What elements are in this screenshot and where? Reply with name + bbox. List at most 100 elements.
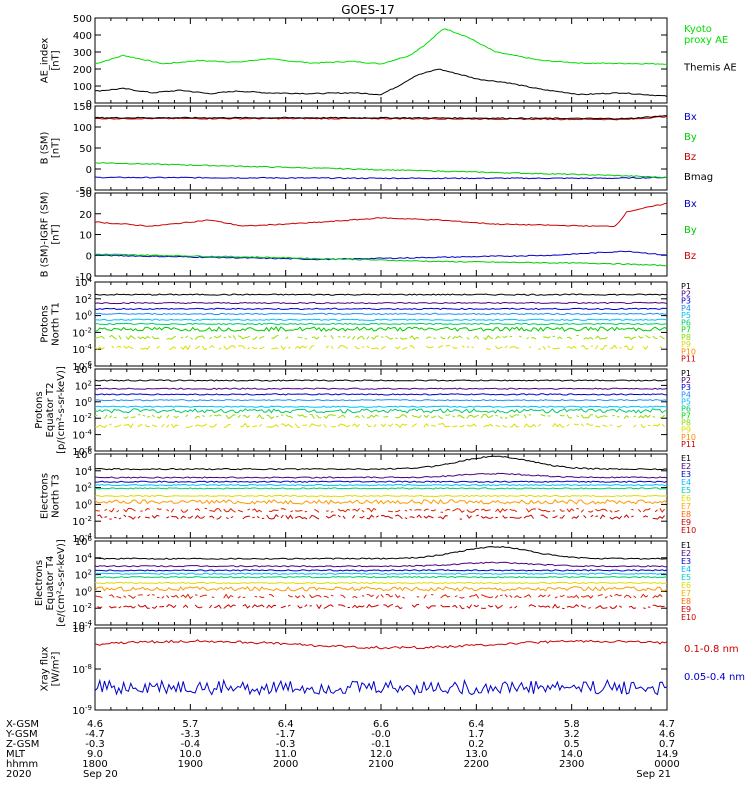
prot_north-ytick-label: 10-6: [72, 360, 92, 373]
elec_north-channel-line: [95, 508, 667, 512]
ae-ytick-label: 100: [73, 82, 92, 93]
bigrf-series-by: [94, 253, 668, 267]
time-axis-table: X-GSMY-GSMZ-GSMMLThhmm20204.6-4.7-0.39.0…: [5, 719, 680, 780]
xray-ytick-label: 10-8: [72, 663, 92, 676]
ae-ytick-label: 200: [73, 65, 92, 76]
ae-legend-0: Kyoto: [684, 24, 712, 35]
bsm-ytick-label: 100: [73, 123, 92, 134]
ae-series-kyoto-proxy-ae: [94, 28, 668, 65]
elec_eq-channel-line: [95, 569, 668, 572]
elec_north-channel-line: [94, 494, 668, 498]
bsm-legend-2: Bz: [684, 152, 696, 163]
prot_eq-ylabel: Protons: [34, 391, 45, 428]
prot_eq-legend-p9: P9: [681, 426, 691, 435]
prot_north-channel-line: [94, 301, 668, 305]
prot_eq-channel-line: [94, 379, 668, 382]
axis-cell: -0.1: [371, 739, 391, 750]
prot_north-legend-p2: P2: [681, 289, 691, 298]
axis-cell: 11.0: [275, 749, 297, 760]
prot_north-ytick-label: 10-4: [72, 343, 92, 356]
prot_north-channel-line: [95, 345, 667, 349]
prot_eq-ytick-label: 100: [75, 396, 92, 409]
bsm-legend-0: Bx: [684, 112, 697, 123]
axis-cell: 14.9: [656, 749, 678, 760]
elec_north-legend-e1: E1: [681, 454, 691, 463]
axis-cell: 6.4: [278, 719, 294, 730]
elec_north-legend-e5: E5: [681, 486, 691, 495]
axis-cell: 2100: [368, 759, 393, 770]
prot_eq-ytick-label: 10-4: [72, 429, 92, 442]
bigrf-ytick-label: -10: [76, 272, 92, 283]
axis-cell: 14.0: [561, 749, 583, 760]
elec_eq-legend-e1: E1: [681, 541, 691, 550]
prot_eq-ylabel: [p/(cm²-s-sr-keV)]: [56, 366, 67, 454]
ae-ytick-label: 300: [73, 48, 92, 59]
elec_eq-ytick-label: 100: [75, 585, 92, 598]
xray-ylabel: Xray flux: [40, 647, 51, 692]
elec_eq-legend-e9: E9: [681, 605, 691, 614]
elec_north-channel-line: [97, 515, 667, 519]
bsm-series-bmag: [94, 115, 668, 120]
bsm-legend-3: Bmag: [684, 172, 713, 183]
elec_north-legend-e4: E4: [681, 478, 691, 487]
bigrf-series-bx: [94, 250, 668, 261]
prot_north-channel-line: [94, 307, 668, 311]
elec_north-ytick-label: 102: [75, 482, 92, 495]
elec_eq-ytick-label: 102: [75, 569, 92, 582]
elec_north-ytick-label: 106: [75, 448, 93, 461]
prot_eq-channel-line: [94, 387, 668, 390]
axis-cell: 0.2: [468, 739, 484, 750]
axis-cell: 4.6: [87, 719, 103, 730]
plot-title: GOES-17: [341, 3, 395, 17]
prot_north-legend-p10: P10: [681, 347, 696, 356]
prot_eq-legend-p11: P11: [681, 440, 696, 449]
elec_north-legend-e9: E9: [681, 518, 691, 527]
prot_eq-legend-p5: P5: [681, 397, 691, 406]
bsm-ylabel: B (SM): [40, 131, 51, 164]
bsm-legend-1: By: [684, 132, 697, 143]
elec_north-legend-e2: E2: [681, 462, 691, 471]
prot_north-legend-p7: P7: [681, 326, 691, 335]
bigrf-legend-1: By: [684, 225, 697, 236]
prot_north-channel-line: [94, 326, 668, 333]
prot_eq-legend-p7: P7: [681, 412, 691, 421]
elec_eq-channel-line: [94, 561, 668, 568]
bigrf-series-bz: [94, 202, 668, 228]
elec_eq-channel-line: [94, 545, 668, 560]
prot_eq-legend-p10: P10: [681, 433, 696, 442]
elec_north-legend-e8: E8: [681, 510, 691, 519]
elec_eq-legend-e2: E2: [681, 549, 691, 558]
axis-row-label: Z-GSM: [6, 739, 39, 750]
axis-cell: -0.3: [85, 739, 105, 750]
elec_north-legend-e7: E7: [681, 502, 691, 511]
prot_north-channel-line: [94, 322, 668, 326]
axis-cell: 3.2: [564, 729, 580, 740]
elec_eq-legend-e4: E4: [681, 565, 691, 574]
bigrf-ylabel: [nT]: [51, 224, 62, 244]
axis-cell: 2200: [464, 759, 489, 770]
axis-cell: -0.4: [181, 739, 201, 750]
elec_north-channel-line: [95, 480, 668, 483]
elec_north-channel-line: [94, 483, 668, 487]
axis-cell: 2300: [559, 759, 584, 770]
elec_eq-legend-e6: E6: [681, 581, 691, 590]
elec_north-legend-e6: E6: [681, 494, 691, 503]
prot_north-ylabel: North T1: [51, 302, 62, 346]
elec_eq-channel-line: [94, 581, 668, 585]
axis-cell: 9.0: [87, 749, 103, 760]
elec_north-ylabel: North T3: [51, 474, 62, 518]
prot_eq-ytick-label: 10-6: [72, 445, 92, 458]
axis-row-label: 2020: [6, 769, 31, 780]
prot_north-channel-line: [94, 312, 668, 316]
prot_eq-legend-p3: P3: [681, 383, 691, 392]
xray-ytick-label: 10-7: [72, 622, 92, 635]
prot_north-ytick-label: 100: [75, 310, 92, 323]
prot_eq-legend-p8: P8: [681, 419, 691, 428]
bigrf-ytick-label: 0: [86, 251, 92, 262]
prot_eq-legend-p1: P1: [681, 369, 691, 378]
prot_eq-channel-line: [94, 408, 668, 414]
axis-cell: -0.3: [276, 739, 296, 750]
xray-legend-0: 0.1-0.8 nm: [684, 644, 739, 655]
elec_eq-legend-e10: E10: [681, 613, 696, 622]
